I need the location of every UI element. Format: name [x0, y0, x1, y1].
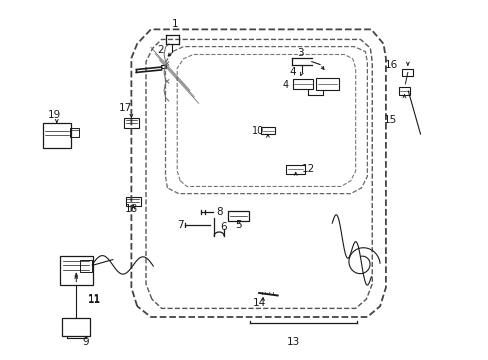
Text: 11: 11: [87, 295, 101, 305]
Bar: [62, 319, 90, 336]
Bar: [228, 211, 248, 221]
Text: 13: 13: [286, 337, 299, 347]
Bar: [80, 260, 92, 273]
Bar: [398, 87, 409, 95]
Bar: [125, 197, 141, 206]
Text: 4: 4: [282, 80, 288, 90]
Text: 11: 11: [87, 294, 101, 304]
Bar: [123, 118, 139, 129]
Bar: [402, 69, 412, 76]
Text: 3: 3: [297, 48, 303, 58]
Bar: [261, 127, 274, 134]
Text: 19: 19: [48, 111, 61, 121]
Text: 16: 16: [385, 60, 398, 70]
Bar: [60, 256, 93, 285]
Text: 12: 12: [302, 164, 315, 174]
Bar: [292, 78, 313, 89]
Text: 18: 18: [124, 204, 138, 214]
Text: 6: 6: [220, 222, 227, 232]
Text: 17: 17: [118, 103, 131, 113]
Text: 8: 8: [215, 207, 222, 217]
Text: 9: 9: [82, 337, 89, 347]
Bar: [286, 165, 305, 174]
Text: 5: 5: [235, 220, 242, 230]
Text: 1: 1: [172, 19, 178, 29]
Bar: [42, 123, 71, 148]
Text: 7: 7: [177, 220, 183, 230]
Text: 11: 11: [87, 295, 101, 305]
Bar: [70, 128, 79, 137]
Bar: [315, 78, 338, 90]
Text: 15: 15: [384, 115, 397, 125]
Text: 10: 10: [251, 126, 264, 135]
Text: 2: 2: [157, 45, 163, 55]
Text: 14: 14: [252, 298, 265, 308]
Bar: [161, 65, 165, 68]
Text: 4: 4: [288, 67, 295, 77]
